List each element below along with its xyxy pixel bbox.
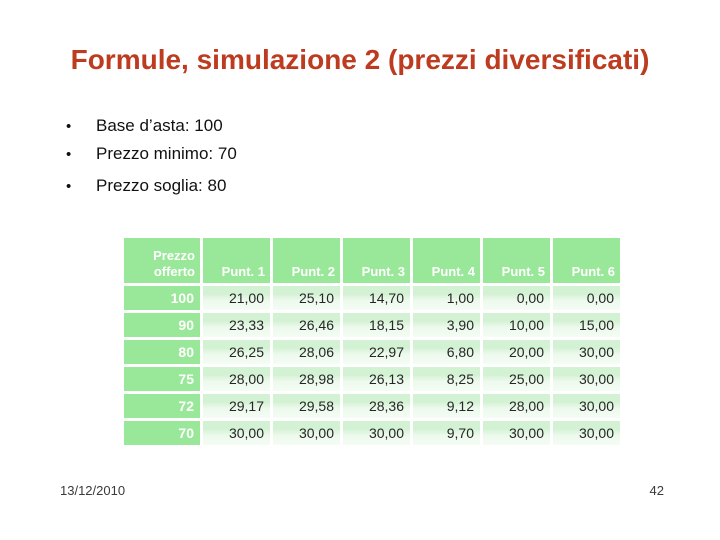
col-header-prezzo-offerto: Prezzo offerto (124, 238, 200, 283)
table-row: 100 21,00 25,10 14,70 1,00 0,00 0,00 (124, 286, 620, 310)
bullet-icon: • (66, 178, 72, 195)
table-cell: 23,33 (203, 313, 270, 337)
row-header-cell: 75 (124, 367, 200, 391)
table-cell: 22,97 (343, 340, 410, 364)
table-cell: 28,98 (273, 367, 340, 391)
table-cell: 29,58 (273, 394, 340, 418)
row-header-cell: 70 (124, 421, 200, 445)
table-cell: 30,00 (553, 421, 620, 445)
table-cell: 30,00 (553, 394, 620, 418)
row-header-cell: 90 (124, 313, 200, 337)
table-cell: 30,00 (553, 340, 620, 364)
table-row: 80 26,25 28,06 22,97 6,80 20,00 30,00 (124, 340, 620, 364)
table-cell: 25,10 (273, 286, 340, 310)
table-cell: 26,13 (343, 367, 410, 391)
table-cell: 28,06 (273, 340, 340, 364)
table-row: 70 30,00 30,00 30,00 9,70 30,00 30,00 (124, 421, 620, 445)
col-header-punt-1: Punt. 1 (203, 238, 270, 283)
table-cell: 29,17 (203, 394, 270, 418)
table-row: 90 23,33 26,46 18,15 3,90 10,00 15,00 (124, 313, 620, 337)
table-cell: 3,90 (413, 313, 480, 337)
table-cell: 18,15 (343, 313, 410, 337)
simulation-table-container: Prezzo offerto Punt. 1 Punt. 2 Punt. 3 P… (121, 235, 623, 448)
table-cell: 26,46 (273, 313, 340, 337)
footer-date: 13/12/2010 (60, 483, 126, 498)
col-header-punt-5: Punt. 5 (483, 238, 550, 283)
table-row: 72 29,17 29,58 28,36 9,12 28,00 30,00 (124, 394, 620, 418)
table-cell: 0,00 (483, 286, 550, 310)
table-cell: 28,00 (483, 394, 550, 418)
bullet-text-prezzo-soglia: Prezzo soglia: 80 (96, 176, 227, 195)
col-header-punt-2: Punt. 2 (273, 238, 340, 283)
table-row: 75 28,00 28,98 26,13 8,25 25,00 30,00 (124, 367, 620, 391)
table-cell: 25,00 (483, 367, 550, 391)
row-header-cell: 80 (124, 340, 200, 364)
row-header-cell: 100 (124, 286, 200, 310)
table-cell: 15,00 (553, 313, 620, 337)
table-cell: 30,00 (203, 421, 270, 445)
bullet-text-base-asta: Base d’asta: 100 (96, 116, 223, 135)
table-cell: 20,00 (483, 340, 550, 364)
table-cell: 28,00 (203, 367, 270, 391)
bullet-icon: • (66, 146, 72, 163)
list-item: • Prezzo soglia: 80 (66, 176, 626, 196)
table-cell: 9,12 (413, 394, 480, 418)
table-cell: 14,70 (343, 286, 410, 310)
row-header-cell: 72 (124, 394, 200, 418)
table-cell: 9,70 (413, 421, 480, 445)
table-cell: 6,80 (413, 340, 480, 364)
list-item: • Prezzo minimo: 70 (66, 144, 626, 164)
table-cell: 28,36 (343, 394, 410, 418)
table-cell: 8,25 (413, 367, 480, 391)
col-header-punt-3: Punt. 3 (343, 238, 410, 283)
col-header-punt-6: Punt. 6 (553, 238, 620, 283)
table-cell: 30,00 (553, 367, 620, 391)
bullet-text-prezzo-minimo: Prezzo minimo: 70 (96, 144, 237, 163)
col-header-punt-4: Punt. 4 (413, 238, 480, 283)
table-header-row: Prezzo offerto Punt. 1 Punt. 2 Punt. 3 P… (124, 238, 620, 283)
slide-title: Formule, simulazione 2 (prezzi diversifi… (70, 44, 650, 75)
table-cell: 21,00 (203, 286, 270, 310)
table-cell: 30,00 (273, 421, 340, 445)
table-cell: 30,00 (343, 421, 410, 445)
page-number: 42 (649, 483, 664, 498)
table-cell: 30,00 (483, 421, 550, 445)
list-item: • Base d’asta: 100 (66, 116, 626, 136)
table-cell: 1,00 (413, 286, 480, 310)
table-cell: 0,00 (553, 286, 620, 310)
bullet-icon: • (66, 118, 72, 135)
simulation-table: Prezzo offerto Punt. 1 Punt. 2 Punt. 3 P… (121, 235, 623, 448)
table-cell: 10,00 (483, 313, 550, 337)
table-cell: 26,25 (203, 340, 270, 364)
bullet-list: • Base d’asta: 100 • Prezzo minimo: 70 •… (66, 116, 626, 204)
